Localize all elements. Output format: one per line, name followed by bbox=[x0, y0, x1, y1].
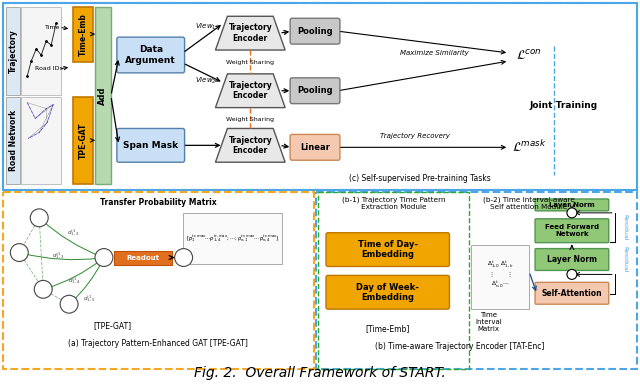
Text: $[p_1^{tr,max}\cdots p_{1,4}^{tr,max};\cdots;p_{n,1}^{tr,max}\cdots p_{n,4}^{tr,: $[p_1^{tr,max}\cdots p_{1,4}^{tr,max};\c… bbox=[186, 234, 279, 244]
FancyBboxPatch shape bbox=[535, 249, 609, 271]
Text: Time
Interval
Matrix: Time Interval Matrix bbox=[475, 312, 502, 332]
Circle shape bbox=[175, 249, 193, 266]
Circle shape bbox=[35, 280, 52, 298]
Text: $h_5^l$: $h_5^l$ bbox=[65, 299, 74, 310]
Text: $\Delta_{n,0}^t\cdots$: $\Delta_{n,0}^t\cdots$ bbox=[491, 279, 509, 289]
Text: +: + bbox=[568, 269, 576, 279]
Text: Trajectory
Encoder: Trajectory Encoder bbox=[228, 81, 272, 100]
Text: Readout: Readout bbox=[126, 254, 159, 261]
Circle shape bbox=[60, 295, 78, 313]
Text: Time: Time bbox=[45, 25, 61, 30]
FancyBboxPatch shape bbox=[535, 282, 609, 304]
Polygon shape bbox=[216, 74, 285, 108]
Text: $h_1^{l+1}$: $h_1^{l+1}$ bbox=[177, 252, 191, 263]
Circle shape bbox=[567, 208, 577, 218]
Text: Trajectory
Encoder: Trajectory Encoder bbox=[228, 24, 272, 43]
Text: Joint Training: Joint Training bbox=[530, 101, 598, 110]
Text: (b-1) Trajectory Time Pattern
Extraction Module: (b-1) Trajectory Time Pattern Extraction… bbox=[342, 196, 445, 210]
Text: Trajectory: Trajectory bbox=[9, 29, 18, 73]
Bar bbox=[6, 97, 20, 184]
Bar bbox=[95, 7, 111, 184]
Text: Weight Sharing: Weight Sharing bbox=[227, 61, 275, 66]
Text: $h_2^l$: $h_2^l$ bbox=[35, 212, 44, 223]
Bar bbox=[318, 192, 469, 369]
Polygon shape bbox=[216, 16, 285, 50]
Text: (b) Time-aware Trajectory Encoder [TAT-Enc]: (b) Time-aware Trajectory Encoder [TAT-E… bbox=[374, 342, 544, 351]
Text: $h_4^l$: $h_4^l$ bbox=[39, 284, 47, 295]
Bar bbox=[73, 7, 93, 62]
Text: View$_1$: View$_1$ bbox=[195, 22, 216, 32]
Text: [Time-Emb]: [Time-Emb] bbox=[365, 325, 410, 334]
Text: Trajectory
Encoder: Trajectory Encoder bbox=[228, 135, 272, 155]
Text: View$_{2}$: View$_{2}$ bbox=[195, 76, 216, 86]
Text: Add: Add bbox=[99, 86, 108, 105]
Bar bbox=[3, 3, 637, 190]
Bar bbox=[3, 3, 637, 190]
Circle shape bbox=[95, 249, 113, 266]
Text: $\alpha_{1,4}^{c1}$: $\alpha_{1,4}^{c1}$ bbox=[68, 276, 80, 286]
Text: $\mathcal{L}^{con}$: $\mathcal{L}^{con}$ bbox=[516, 49, 542, 63]
Text: Layer Norm: Layer Norm bbox=[547, 255, 597, 264]
Text: Road Network: Road Network bbox=[9, 110, 18, 171]
Circle shape bbox=[567, 269, 577, 279]
Text: +: + bbox=[568, 208, 576, 218]
Bar bbox=[21, 7, 61, 95]
Circle shape bbox=[30, 209, 48, 227]
Text: Road IDs: Road IDs bbox=[35, 66, 63, 71]
Bar bbox=[21, 97, 61, 184]
FancyBboxPatch shape bbox=[535, 219, 609, 243]
Text: Span Mask: Span Mask bbox=[123, 141, 179, 150]
Text: Pooling: Pooling bbox=[297, 27, 333, 36]
Text: Weight Sharing: Weight Sharing bbox=[227, 117, 275, 122]
Bar bbox=[73, 97, 93, 184]
Text: Layer Norm: Layer Norm bbox=[549, 202, 595, 208]
Circle shape bbox=[10, 244, 28, 261]
Text: Maximize Similarity: Maximize Similarity bbox=[400, 50, 469, 56]
FancyBboxPatch shape bbox=[290, 78, 340, 104]
Text: Self-Attention: Self-Attention bbox=[541, 289, 602, 298]
Text: Data
Argument: Data Argument bbox=[125, 45, 176, 65]
FancyBboxPatch shape bbox=[535, 199, 609, 211]
Bar bbox=[3, 192, 314, 369]
Text: TPE-GAT: TPE-GAT bbox=[79, 122, 88, 159]
Polygon shape bbox=[216, 129, 285, 162]
FancyBboxPatch shape bbox=[326, 233, 449, 266]
Text: $\mathcal{L}^{mask}$: $\mathcal{L}^{mask}$ bbox=[512, 139, 547, 155]
Text: Linear: Linear bbox=[300, 143, 330, 152]
Text: Time-Emb: Time-Emb bbox=[79, 13, 88, 56]
FancyBboxPatch shape bbox=[326, 275, 449, 309]
Text: $\alpha_{1,2}^{t1}$: $\alpha_{1,2}^{t1}$ bbox=[67, 228, 79, 238]
Text: $\Delta_{1,0}^t\ \Delta_{1,k}^t$: $\Delta_{1,0}^t\ \Delta_{1,k}^t$ bbox=[487, 260, 514, 269]
Text: (c) Self-supervised Pre-training Tasks: (c) Self-supervised Pre-training Tasks bbox=[349, 174, 490, 183]
Text: Residual: Residual bbox=[622, 246, 627, 273]
Text: (a) Trajectory Pattern-Enhanced GAT [TPE-GAT]: (a) Trajectory Pattern-Enhanced GAT [TPE… bbox=[68, 339, 248, 349]
FancyBboxPatch shape bbox=[290, 134, 340, 160]
Text: Feed Forward
Network: Feed Forward Network bbox=[545, 224, 599, 237]
Text: Trajectory Recovery: Trajectory Recovery bbox=[380, 133, 449, 139]
Bar bbox=[471, 245, 529, 309]
Text: Time of Day-
Embedding: Time of Day- Embedding bbox=[358, 240, 418, 259]
Text: Pooling: Pooling bbox=[297, 86, 333, 95]
Text: Transfer Probability Matrix: Transfer Probability Matrix bbox=[100, 198, 217, 207]
Text: Residual: Residual bbox=[622, 215, 627, 241]
FancyBboxPatch shape bbox=[117, 37, 184, 73]
FancyBboxPatch shape bbox=[290, 18, 340, 44]
FancyBboxPatch shape bbox=[117, 129, 184, 162]
Text: Day of Week-
Embedding: Day of Week- Embedding bbox=[356, 283, 419, 302]
Text: $\alpha_{1,3}^{c1}$: $\alpha_{1,3}^{c1}$ bbox=[52, 251, 64, 261]
Text: $h_1^l$: $h_1^l$ bbox=[100, 252, 108, 263]
Text: [TPE-GAT]: [TPE-GAT] bbox=[94, 322, 132, 330]
Text: $\vdots\quad\quad\vdots$: $\vdots\quad\quad\vdots$ bbox=[488, 270, 512, 279]
Text: $\alpha_{1,5}^{t1}$: $\alpha_{1,5}^{t1}$ bbox=[83, 294, 95, 304]
Text: Fig. 2.  Overall Framework of START.: Fig. 2. Overall Framework of START. bbox=[194, 366, 446, 380]
Bar bbox=[6, 7, 20, 95]
Bar bbox=[114, 251, 172, 266]
Text: $h_3^l$: $h_3^l$ bbox=[15, 247, 24, 258]
Bar bbox=[182, 213, 282, 264]
Text: (b-2) Time Interval-aware
Self attention Module: (b-2) Time Interval-aware Self attention… bbox=[483, 196, 575, 210]
Bar bbox=[316, 192, 637, 369]
